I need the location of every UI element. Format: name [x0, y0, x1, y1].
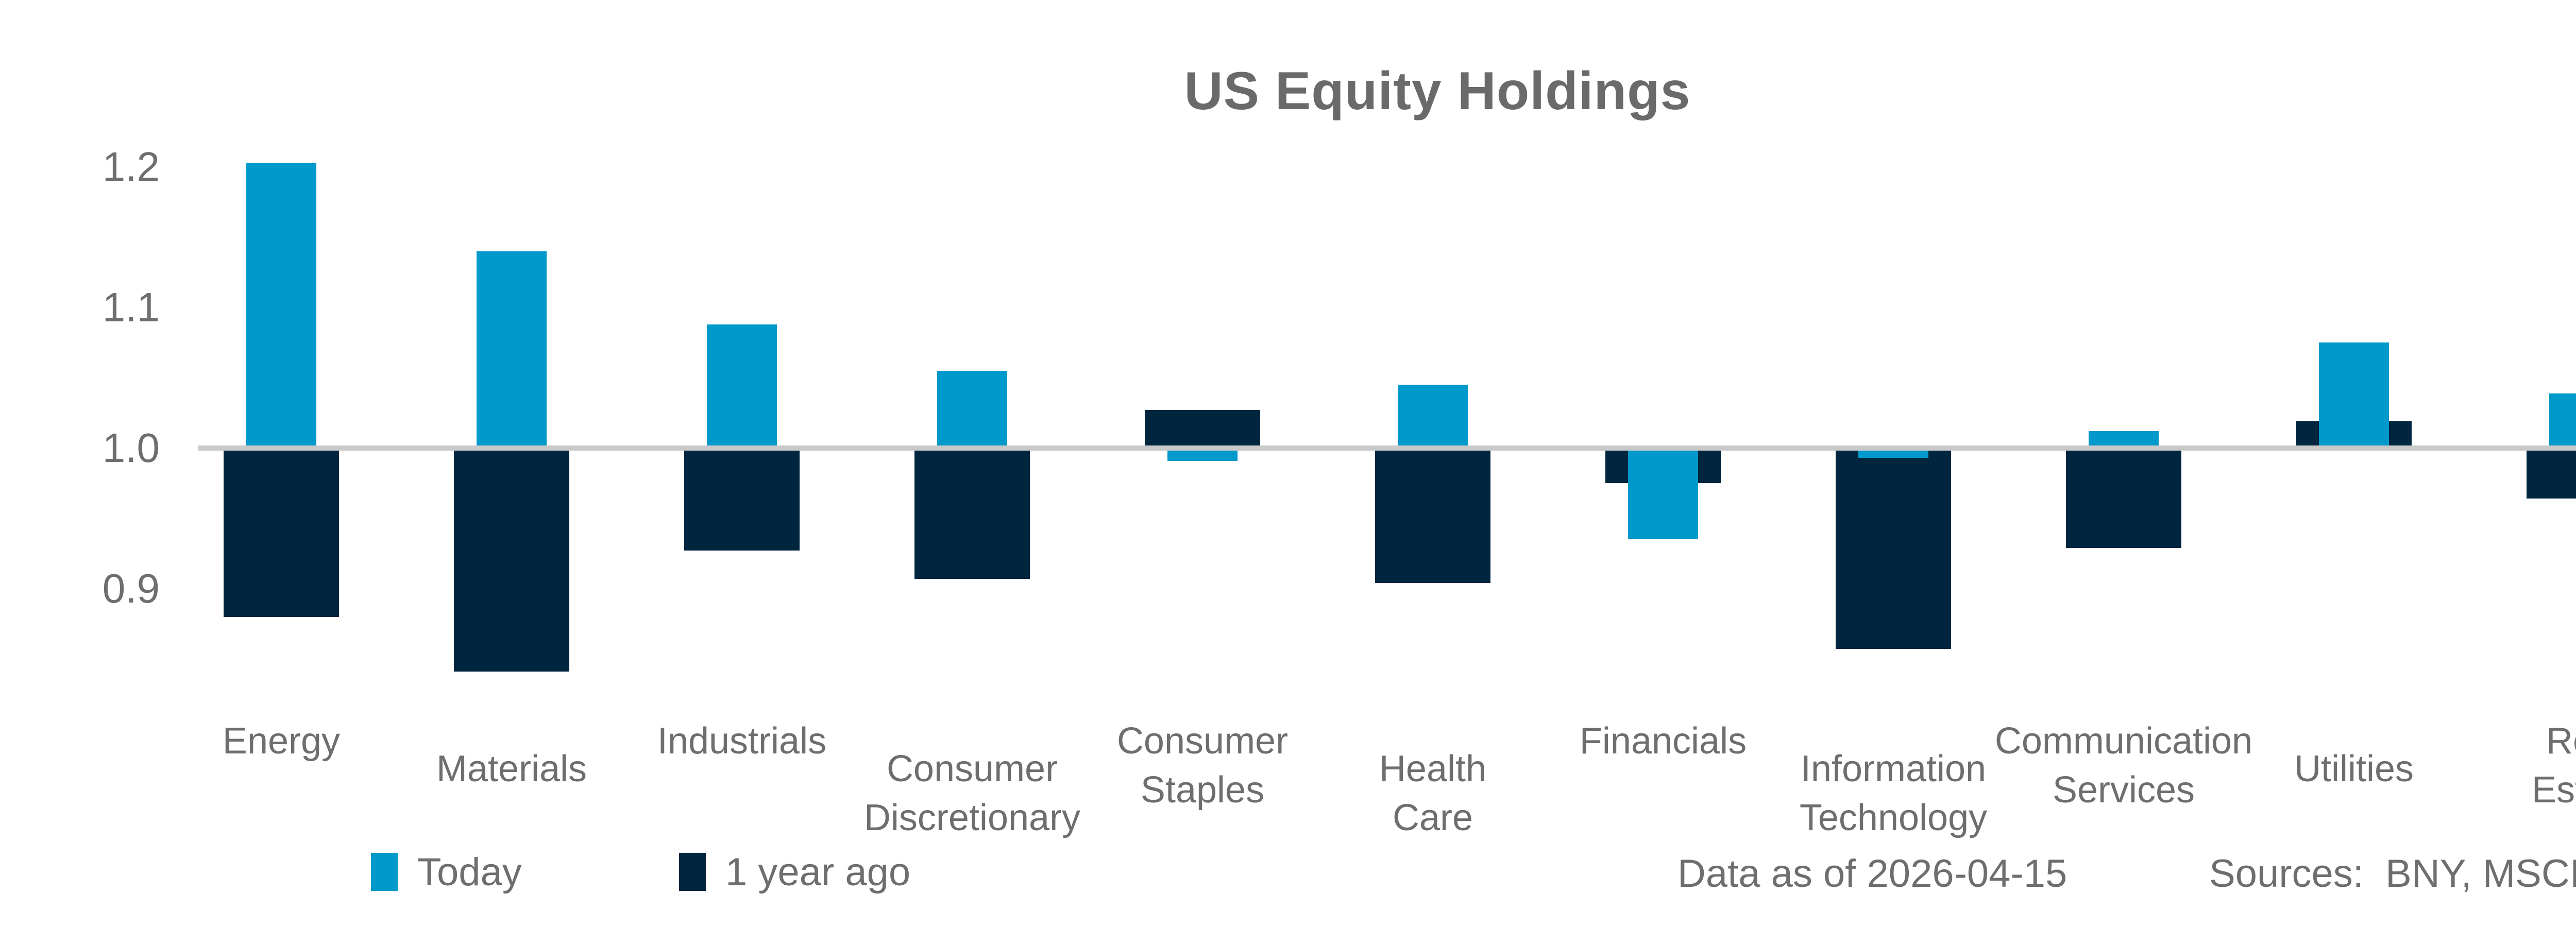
bar-1-year-ago-communication-services	[2066, 448, 2181, 548]
bar-1-year-ago-materials	[454, 448, 569, 672]
legend-label-today: Today	[417, 850, 522, 894]
y-tick-label-1.1: 1.1	[102, 284, 160, 330]
bar-1-year-ago-energy	[224, 448, 339, 617]
chart-title: US Equity Holdings	[1184, 61, 1691, 121]
category-label-line: Health	[1379, 748, 1487, 789]
category-label-line: Consumer	[886, 748, 1058, 789]
category-label-line: Real	[2546, 720, 2576, 762]
category-label-materials: Materials	[331, 745, 692, 794]
category-label-health-care: Health Care	[1252, 745, 1613, 843]
bar-1-year-ago-industrials	[684, 448, 800, 551]
legend-swatch-today	[371, 853, 398, 891]
bar-today-consumer-discretionary	[937, 370, 1007, 448]
bar-1-year-ago-consumer-discretionary	[914, 448, 1030, 579]
bar-today-communication-services	[2089, 431, 2159, 448]
bar-1-year-ago-information-technology	[1836, 448, 1951, 649]
bar-today-financials	[1628, 448, 1698, 540]
category-label-line: Energy	[222, 720, 341, 762]
category-label-line: Industrials	[657, 720, 827, 762]
bar-1-year-ago-real-estate	[2527, 448, 2576, 499]
category-label-consumer-discretionary: Consumer Discretionary	[792, 745, 1153, 843]
legend-item-today: Today	[371, 849, 522, 895]
category-label-financials: Financials	[1483, 717, 1843, 766]
category-label-information-technology: Information Technology	[1713, 745, 2074, 843]
category-label-line: Staples	[1140, 769, 1265, 811]
category-label-line: Consumer	[1116, 720, 1289, 762]
bar-today-health-care	[1398, 385, 1468, 448]
legend-item-1-year-ago: 1 year ago	[679, 849, 910, 895]
category-label-line: Financials	[1579, 720, 1747, 762]
bar-today-real-estate	[2549, 393, 2576, 448]
category-label-line: Utilities	[2294, 748, 2414, 789]
category-label-energy: Energy	[101, 717, 462, 766]
data-as-of-note: Data as of 2026-04-15	[1677, 852, 2067, 896]
bar-today-utilities	[2319, 342, 2389, 448]
category-label-consumer-staples: Consumer Staples	[1022, 717, 1383, 815]
category-label-utilities: Utilities	[2174, 745, 2534, 794]
y-tick-label-0.9: 0.9	[102, 565, 160, 611]
bar-today-materials	[477, 251, 547, 448]
y-tick-label-1.0: 1.0	[102, 425, 160, 471]
category-label-industrials: Industrials	[562, 717, 922, 766]
category-label-line: Estate	[2531, 769, 2576, 811]
category-label-line: Discretionary	[863, 797, 1081, 838]
bar-today-energy	[246, 162, 316, 448]
legend-swatch-1-year-ago	[679, 853, 706, 891]
category-label-line: Communication	[1994, 720, 2253, 762]
y-tick-label-1.2: 1.2	[102, 144, 160, 190]
category-label-line: Services	[2052, 769, 2195, 811]
legend-label-1-year-ago: 1 year ago	[725, 850, 911, 894]
bar-1-year-ago-consumer-staples	[1145, 410, 1260, 448]
category-label-real-estate: Real Estate	[2404, 717, 2576, 815]
baseline-gridline	[198, 445, 2576, 451]
category-label-communication-services: Communication Services	[1943, 717, 2304, 815]
category-label-line: Care	[1392, 797, 1473, 838]
category-label-line: Information	[1800, 748, 1987, 789]
sources-note: Sources: BNY, MSCI	[2209, 852, 2576, 896]
bar-1-year-ago-health-care	[1375, 448, 1490, 583]
bar-today-industrials	[707, 324, 777, 448]
category-label-line: Materials	[436, 748, 587, 789]
category-label-line: Technology	[1799, 797, 1988, 838]
